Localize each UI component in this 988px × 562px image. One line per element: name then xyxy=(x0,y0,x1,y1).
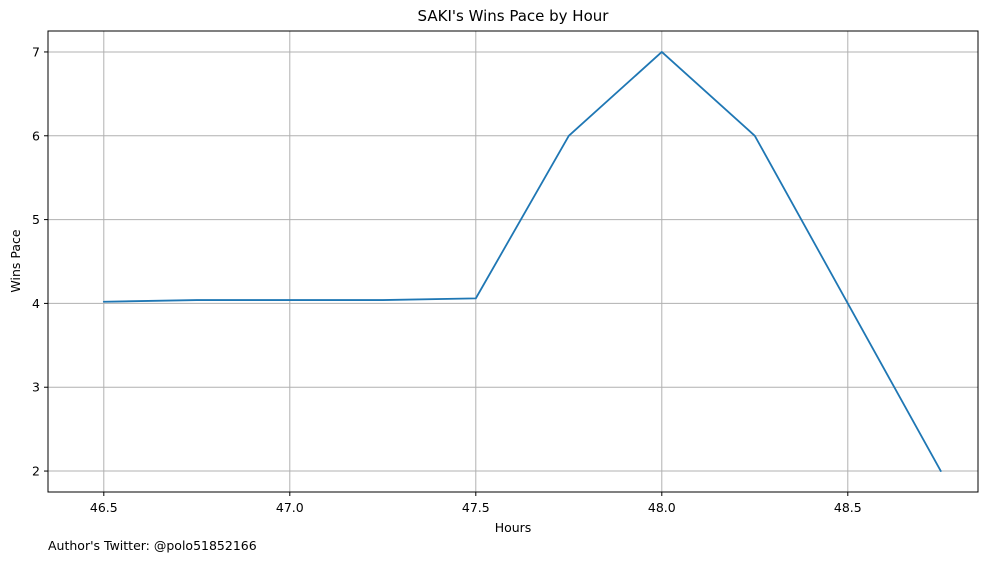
plot-frame xyxy=(47,30,979,493)
y-tick-label: 5 xyxy=(32,212,40,227)
grid-lines xyxy=(48,31,978,492)
y-tick-label: 2 xyxy=(32,464,40,479)
y-axis-label: Wins Pace xyxy=(8,229,23,292)
y-tick-label: 6 xyxy=(32,128,40,143)
series-line xyxy=(102,51,942,472)
chart-title: SAKI's Wins Pace by Hour xyxy=(418,7,610,25)
author-credit: Author's Twitter: @polo51852166 xyxy=(48,538,257,553)
x-axis-label: Hours xyxy=(495,520,532,535)
x-axis-ticks: 46.5 47.0 47.5 48.0 48.5 xyxy=(90,492,862,515)
x-tick-label: 47.5 xyxy=(462,500,490,515)
series-group xyxy=(102,51,942,472)
y-tick-label: 7 xyxy=(32,44,40,59)
x-tick-label: 48.5 xyxy=(834,500,862,515)
y-axis-ticks: 2 3 4 5 6 7 xyxy=(32,44,48,479)
x-tick-label: 47.0 xyxy=(276,500,304,515)
x-tick-label: 48.0 xyxy=(648,500,676,515)
x-tick-label: 46.5 xyxy=(90,500,118,515)
y-tick-label: 3 xyxy=(32,380,40,395)
y-tick-label: 4 xyxy=(32,296,40,311)
